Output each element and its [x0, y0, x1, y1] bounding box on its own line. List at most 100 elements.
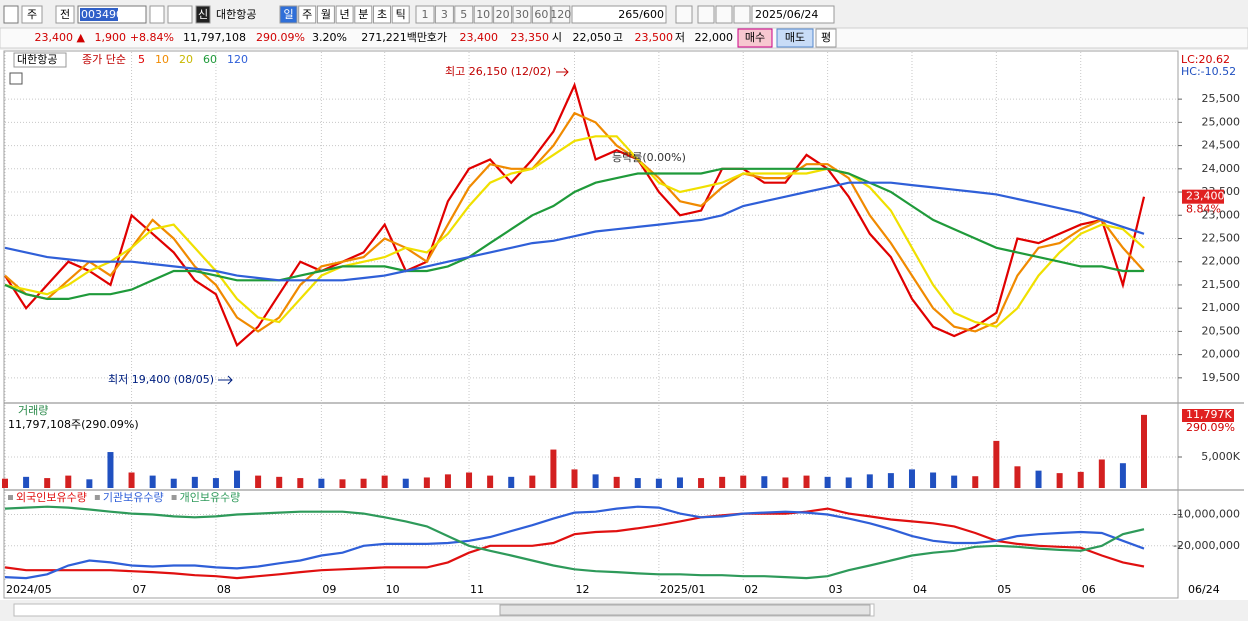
lc-label: LC:20.62: [1181, 53, 1230, 66]
period-button-label: 초: [377, 8, 387, 21]
interval-button[interactable]: [473, 5, 493, 24]
interval-button[interactable]: [454, 5, 474, 24]
tool-icon[interactable]: [715, 5, 733, 24]
interval-button[interactable]: [434, 5, 454, 24]
volume-bar: [719, 476, 726, 488]
tool-icon[interactable]: [733, 5, 751, 24]
search-icon[interactable]: [149, 5, 165, 24]
period-button[interactable]: [316, 5, 335, 24]
price-tag-text: 23,400: [1186, 190, 1225, 203]
legend-entry: 기관보유수량: [103, 491, 164, 504]
avg-label: 평: [821, 31, 831, 44]
period-button-label: 주: [302, 8, 312, 21]
volume-bar: [1056, 473, 1063, 488]
interval-button[interactable]: [493, 5, 513, 24]
x-tick-label: 08: [217, 583, 231, 596]
tool-icon[interactable]: [675, 5, 693, 24]
interval-button[interactable]: [512, 5, 532, 24]
interval-button-label: 3: [441, 8, 448, 21]
volume-bar: [1077, 471, 1084, 488]
interval-button[interactable]: [531, 5, 551, 24]
quote-field: 23,400 ▲: [35, 31, 86, 44]
volume-bar: [529, 475, 536, 488]
period-button[interactable]: [391, 5, 410, 24]
count-box[interactable]: [571, 5, 667, 24]
legend-box: [13, 52, 67, 68]
interval-button-label: 20: [496, 8, 510, 21]
volume-bar: [930, 472, 937, 488]
volume-bar: [550, 449, 557, 488]
volume-bar: [402, 478, 409, 488]
interval-button[interactable]: [415, 5, 435, 24]
y-tick-label: 24,500: [1202, 139, 1241, 152]
date-box[interactable]: [751, 5, 835, 24]
period-button-label: 틱: [396, 8, 406, 21]
volume-bar: [571, 469, 578, 488]
code-highlight: [80, 8, 118, 21]
volume-bar: [972, 476, 979, 488]
volume-ratio-text: 290.09%: [1186, 421, 1235, 434]
y-tick-label: 25,500: [1202, 92, 1241, 105]
scope-button[interactable]: [55, 5, 75, 24]
quote-field: 23,400: [460, 31, 499, 44]
sell-button[interactable]: [776, 28, 814, 48]
quote-field: 23,350: [511, 31, 550, 44]
quote-field: 3.20%: [312, 31, 347, 44]
annotation-low: 최저 19,400 (08/05): [108, 373, 214, 386]
period-button[interactable]: [279, 5, 298, 24]
volume-bar: [360, 478, 367, 488]
market-select[interactable]: [21, 5, 43, 24]
period-button[interactable]: [354, 5, 373, 24]
volume-bar: [1141, 414, 1147, 488]
volume-bar: [740, 475, 747, 488]
volume-bar: [339, 479, 346, 488]
x-tick-label: 03: [829, 583, 843, 596]
series-line: [4, 111, 1145, 333]
legend-entry: 20: [179, 53, 193, 66]
tool-icon[interactable]: [697, 5, 715, 24]
volume-bar: [1014, 466, 1021, 488]
avg-button[interactable]: [815, 28, 837, 48]
y-tick-label: -10,000,000: [1173, 508, 1240, 521]
buy-button[interactable]: [737, 28, 773, 48]
volume-tag: [1182, 409, 1234, 422]
hc-label: HC:-10.52: [1181, 65, 1236, 78]
legend-swatch: [8, 495, 13, 500]
volume-bar: [592, 474, 599, 488]
quote-field: 22,000: [695, 31, 734, 44]
table-icon[interactable]: [9, 72, 23, 85]
volume-bar: [655, 478, 662, 488]
date-text: 2025/06/24: [755, 8, 818, 21]
series-line: [4, 135, 1145, 328]
volume-bar: [908, 469, 915, 488]
x-tick-label: 05: [997, 583, 1011, 596]
menu-icon[interactable]: [3, 5, 19, 24]
period-button-label: 년: [340, 8, 350, 21]
volume-bar: [951, 475, 958, 488]
volume-bar: [761, 476, 768, 488]
volume-tag-text: 11,797K: [1186, 408, 1232, 421]
legend-title: 대한항공: [17, 53, 57, 66]
volume-bar: [170, 478, 177, 488]
quote-field: 271,221백만: [361, 31, 427, 44]
annotation-high: 최고 26,150 (12/02): [445, 65, 551, 78]
scroll-thumb[interactable]: [499, 604, 871, 616]
interval-button-label: 30: [515, 8, 529, 21]
y-tick-label: 21,000: [1202, 301, 1241, 314]
volume-bar: [234, 470, 241, 488]
credit-badge[interactable]: [195, 5, 211, 24]
interval-button[interactable]: [551, 5, 571, 24]
series-line: [4, 181, 1145, 282]
stock-name: 대한항공: [216, 8, 256, 21]
y-tick-label: 20,500: [1202, 324, 1241, 337]
x-tick-label: 12: [576, 583, 590, 596]
volume-bar: [634, 478, 641, 488]
period-button[interactable]: [373, 5, 391, 24]
scope-button-label: 전: [60, 8, 70, 21]
sound-icon[interactable]: [167, 5, 193, 24]
period-button[interactable]: [335, 5, 354, 24]
interval-button-label: 120: [550, 8, 571, 21]
period-button[interactable]: [298, 5, 317, 24]
legend-entry: 외국인보유수량: [16, 491, 87, 504]
legend-entry: 120: [227, 53, 248, 66]
